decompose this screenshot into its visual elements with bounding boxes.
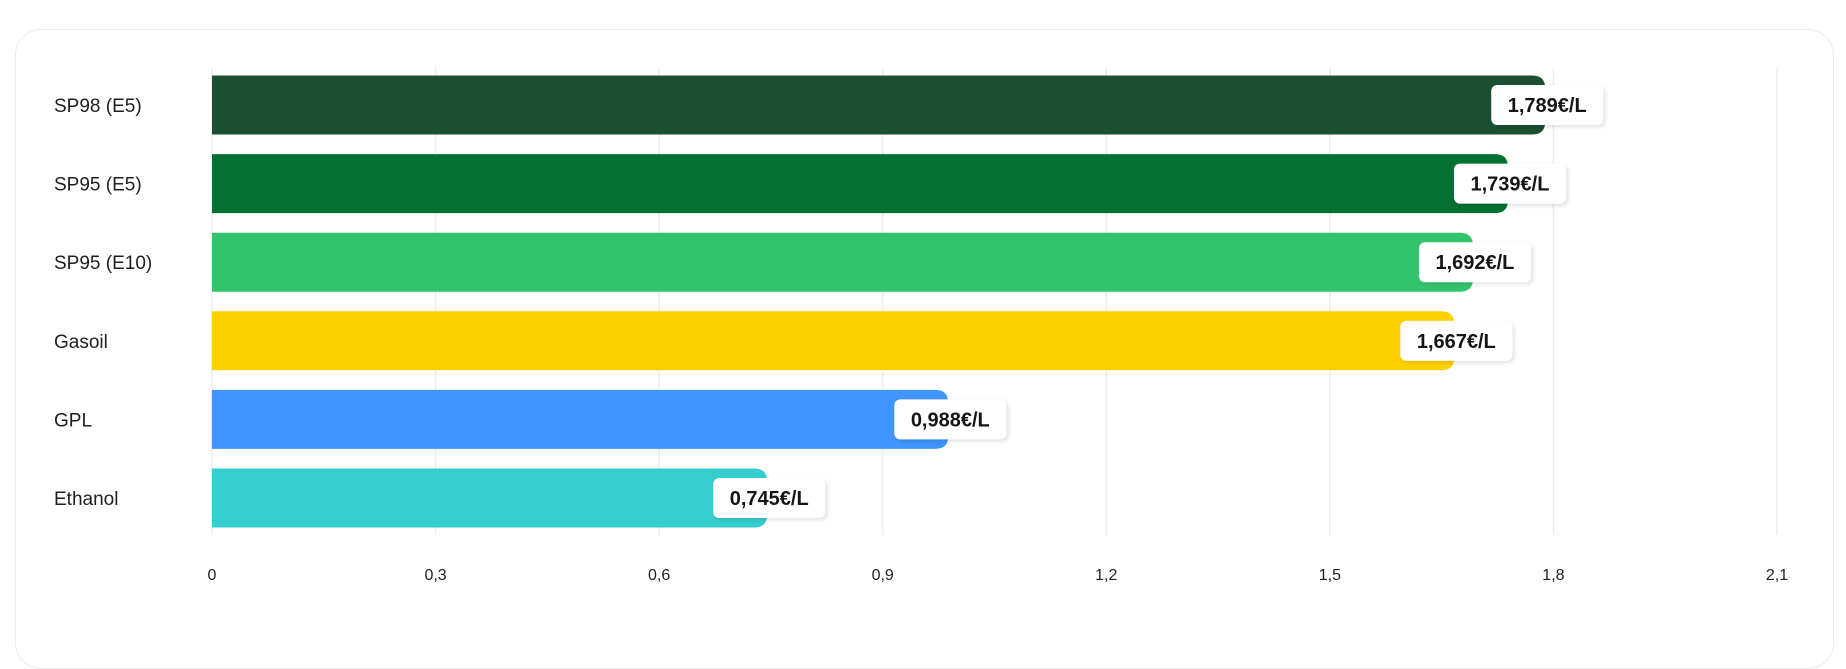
value-label-box [1418,242,1531,283]
x-tick-label: 0,3 [424,567,446,584]
bar[interactable] [212,154,1508,214]
bar[interactable] [212,468,768,528]
value-label-box [894,399,1007,440]
bar-row: SP95 (E5) 1,739€/L [54,154,1566,214]
x-tick-label: 1,8 [1542,567,1564,584]
bar[interactable] [212,389,949,449]
value-label: 1,692€/L [1435,252,1514,274]
category-label: SP98 (E5) [54,96,142,117]
category-label: GPL [54,410,92,431]
bar-row: GPL 0,988€/L [54,389,1007,449]
value-label-box [1491,85,1604,125]
category-label: Gasoil [54,332,108,353]
bar[interactable] [212,75,1546,135]
value-label-box [1453,163,1566,204]
bar-row: Ethanol 0,745€/L [54,468,826,528]
value-label-box [1400,320,1513,361]
value-label: 1,789€/L [1508,95,1587,117]
value-label: 1,667€/L [1417,331,1496,353]
x-tick-label: 0,9 [872,567,894,584]
x-tick-label: 0,6 [648,567,670,584]
category-label: SP95 (E5) [54,175,142,196]
x-tick-label: 1,2 [1095,567,1117,584]
x-tick-label: 2,1 [1766,567,1788,584]
bar-row: SP98 (E5) 1,789€/L [54,75,1604,135]
value-label: 0,745€/L [730,488,809,510]
value-label: 0,988€/L [911,409,990,431]
bar-row: Gasoil 1,667€/L [54,311,1513,371]
bar[interactable] [212,311,1455,371]
value-label-box [713,478,826,518]
bar-row: SP95 (E10) 1,692€/L [54,232,1531,292]
bar[interactable] [212,232,1473,292]
x-tick-label: 0 [208,567,217,584]
x-tick-label: 1,5 [1319,567,1341,584]
category-label: SP95 (E10) [54,253,152,274]
value-label: 1,739€/L [1470,174,1549,196]
category-label: Ethanol [54,489,118,510]
